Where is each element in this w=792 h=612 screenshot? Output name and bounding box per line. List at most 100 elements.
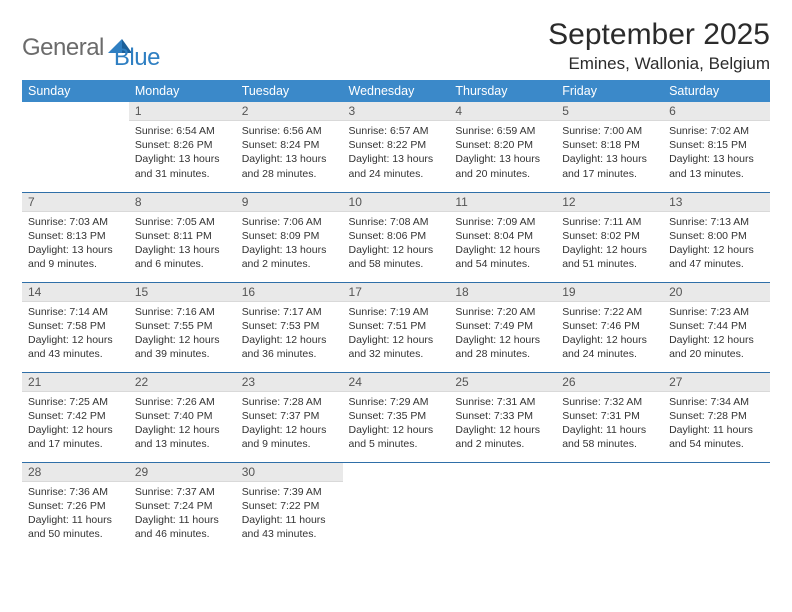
- sunset-line: Sunset: 7:51 PM: [349, 319, 444, 333]
- sunrise-line: Sunrise: 7:20 AM: [455, 305, 550, 319]
- day-number: 9: [236, 193, 343, 212]
- weekday-header: Tuesday: [236, 80, 343, 102]
- day-number: 15: [129, 283, 236, 302]
- sunset-line: Sunset: 7:53 PM: [242, 319, 337, 333]
- day-number: 17: [343, 283, 450, 302]
- sunset-line: Sunset: 8:15 PM: [669, 138, 764, 152]
- calendar-cell: 27Sunrise: 7:34 AMSunset: 7:28 PMDayligh…: [663, 372, 770, 462]
- daylight-line: Daylight: 12 hours and 5 minutes.: [349, 423, 444, 451]
- sunset-line: Sunset: 7:33 PM: [455, 409, 550, 423]
- day-details: Sunrise: 7:11 AMSunset: 8:02 PMDaylight:…: [556, 212, 663, 276]
- calendar-cell: 18Sunrise: 7:20 AMSunset: 7:49 PMDayligh…: [449, 282, 556, 372]
- daylight-line: Daylight: 13 hours and 24 minutes.: [349, 152, 444, 180]
- daylight-line: Daylight: 12 hours and 58 minutes.: [349, 243, 444, 271]
- day-number: 27: [663, 373, 770, 392]
- sunrise-line: Sunrise: 7:34 AM: [669, 395, 764, 409]
- day-number: 2: [236, 102, 343, 121]
- day-details: Sunrise: 7:32 AMSunset: 7:31 PMDaylight:…: [556, 392, 663, 456]
- day-number: 26: [556, 373, 663, 392]
- sunrise-line: Sunrise: 7:09 AM: [455, 215, 550, 229]
- sunset-line: Sunset: 8:06 PM: [349, 229, 444, 243]
- sunset-line: Sunset: 7:26 PM: [28, 499, 123, 513]
- daylight-line: Daylight: 12 hours and 32 minutes.: [349, 333, 444, 361]
- calendar-cell: 4Sunrise: 6:59 AMSunset: 8:20 PMDaylight…: [449, 102, 556, 192]
- sunrise-line: Sunrise: 7:03 AM: [28, 215, 123, 229]
- sunrise-line: Sunrise: 6:54 AM: [135, 124, 230, 138]
- calendar-cell: 19Sunrise: 7:22 AMSunset: 7:46 PMDayligh…: [556, 282, 663, 372]
- calendar-cell: 7Sunrise: 7:03 AMSunset: 8:13 PMDaylight…: [22, 192, 129, 282]
- day-details: Sunrise: 6:57 AMSunset: 8:22 PMDaylight:…: [343, 121, 450, 185]
- day-details: Sunrise: 7:13 AMSunset: 8:00 PMDaylight:…: [663, 212, 770, 276]
- calendar-cell: 15 Sunrise: 7:16 AMSunset: 7:55 PMDayligh…: [129, 282, 236, 372]
- sunrise-line: Sunrise: 7:05 AM: [135, 215, 230, 229]
- sunset-line: Sunset: 7:46 PM: [562, 319, 657, 333]
- daylight-line: Daylight: 12 hours and 2 minutes.: [455, 423, 550, 451]
- day-details: Sunrise: 7:28 AMSunset: 7:37 PMDaylight:…: [236, 392, 343, 456]
- daylight-line: Daylight: 12 hours and 13 minutes.: [135, 423, 230, 451]
- sunset-line: Sunset: 8:11 PM: [135, 229, 230, 243]
- calendar-cell: 5Sunrise: 7:00 AMSunset: 8:18 PMDaylight…: [556, 102, 663, 192]
- calendar-cell: 21Sunrise: 7:25 AMSunset: 7:42 PMDayligh…: [22, 372, 129, 462]
- sunset-line: Sunset: 8:20 PM: [455, 138, 550, 152]
- daylight-line: Daylight: 12 hours and 28 minutes.: [455, 333, 550, 361]
- calendar-cell: 10Sunrise: 7:08 AMSunset: 8:06 PMDayligh…: [343, 192, 450, 282]
- day-details: Sunrise: 7:03 AMSunset: 8:13 PMDaylight:…: [22, 212, 129, 276]
- sunset-line: Sunset: 8:24 PM: [242, 138, 337, 152]
- sunset-line: Sunset: 7:22 PM: [242, 499, 337, 513]
- day-details: Sunrise: 7:09 AMSunset: 8:04 PMDaylight:…: [449, 212, 556, 276]
- day-number: 10: [343, 193, 450, 212]
- daylight-line: Daylight: 12 hours and 36 minutes.: [242, 333, 337, 361]
- calendar-cell: 30Sunrise: 7:39 AMSunset: 7:22 PMDayligh…: [236, 462, 343, 552]
- daylight-line: Daylight: 12 hours and 24 minutes.: [562, 333, 657, 361]
- day-details: Sunrise: 7:23 AMSunset: 7:44 PMDaylight:…: [663, 302, 770, 366]
- calendar-cell: 2Sunrise: 6:56 AMSunset: 8:24 PMDaylight…: [236, 102, 343, 192]
- day-number: 12: [556, 193, 663, 212]
- daylight-line: Daylight: 12 hours and 47 minutes.: [669, 243, 764, 271]
- weekday-header: Monday: [129, 80, 236, 102]
- day-number: 8: [129, 193, 236, 212]
- sunrise-line: Sunrise: 7:17 AM: [242, 305, 337, 319]
- sunrise-line: Sunrise: 7:36 AM: [28, 485, 123, 499]
- day-details: Sunrise: 7:25 AMSunset: 7:42 PMDaylight:…: [22, 392, 129, 456]
- calendar-row: 21Sunrise: 7:25 AMSunset: 7:42 PMDayligh…: [22, 372, 770, 462]
- daylight-line: Daylight: 11 hours and 58 minutes.: [562, 423, 657, 451]
- header: General Blue September 2025 Emines, Wall…: [22, 18, 770, 74]
- calendar-cell: 24Sunrise: 7:29 AMSunset: 7:35 PMDayligh…: [343, 372, 450, 462]
- calendar-cell: 12Sunrise: 7:11 AMSunset: 8:02 PMDayligh…: [556, 192, 663, 282]
- sunrise-line: Sunrise: 7:29 AM: [349, 395, 444, 409]
- day-number: 23: [236, 373, 343, 392]
- daylight-line: Daylight: 12 hours and 17 minutes.: [28, 423, 123, 451]
- day-number: 20: [663, 283, 770, 302]
- weekday-header: Thursday: [449, 80, 556, 102]
- day-number: 30: [236, 463, 343, 482]
- sunset-line: Sunset: 7:28 PM: [669, 409, 764, 423]
- daylight-line: Daylight: 12 hours and 39 minutes.: [135, 333, 230, 361]
- sunrise-line: Sunrise: 7:02 AM: [669, 124, 764, 138]
- calendar-cell: [556, 462, 663, 552]
- weekday-header: Saturday: [663, 80, 770, 102]
- calendar-cell: [22, 102, 129, 192]
- day-number: 21: [22, 373, 129, 392]
- calendar-row: 14Sunrise: 7:14 AMSunset: 7:58 PMDayligh…: [22, 282, 770, 372]
- brand-logo: General Blue: [22, 24, 160, 72]
- sunrise-line: Sunrise: 7:19 AM: [349, 305, 444, 319]
- day-number: 11: [449, 193, 556, 212]
- sunrise-line: Sunrise: 7:32 AM: [562, 395, 657, 409]
- day-details: Sunrise: 7:34 AMSunset: 7:28 PMDaylight:…: [663, 392, 770, 456]
- day-number: 24: [343, 373, 450, 392]
- day-details: Sunrise: 7:06 AMSunset: 8:09 PMDaylight:…: [236, 212, 343, 276]
- daylight-line: Daylight: 13 hours and 2 minutes.: [242, 243, 337, 271]
- sunrise-line: Sunrise: 6:56 AM: [242, 124, 337, 138]
- day-number: 16: [236, 283, 343, 302]
- calendar-cell: [343, 462, 450, 552]
- sunset-line: Sunset: 7:42 PM: [28, 409, 123, 423]
- sunset-line: Sunset: 7:58 PM: [28, 319, 123, 333]
- sunset-line: Sunset: 8:22 PM: [349, 138, 444, 152]
- calendar-row: 7Sunrise: 7:03 AMSunset: 8:13 PMDaylight…: [22, 192, 770, 282]
- sunrise-line: Sunrise: 7:16 AM: [135, 305, 230, 319]
- weekday-header-row: Sunday Monday Tuesday Wednesday Thursday…: [22, 80, 770, 102]
- title-block: September 2025 Emines, Wallonia, Belgium: [548, 18, 770, 74]
- sunset-line: Sunset: 7:31 PM: [562, 409, 657, 423]
- day-number: 3: [343, 102, 450, 121]
- sunset-line: Sunset: 7:55 PM: [135, 319, 230, 333]
